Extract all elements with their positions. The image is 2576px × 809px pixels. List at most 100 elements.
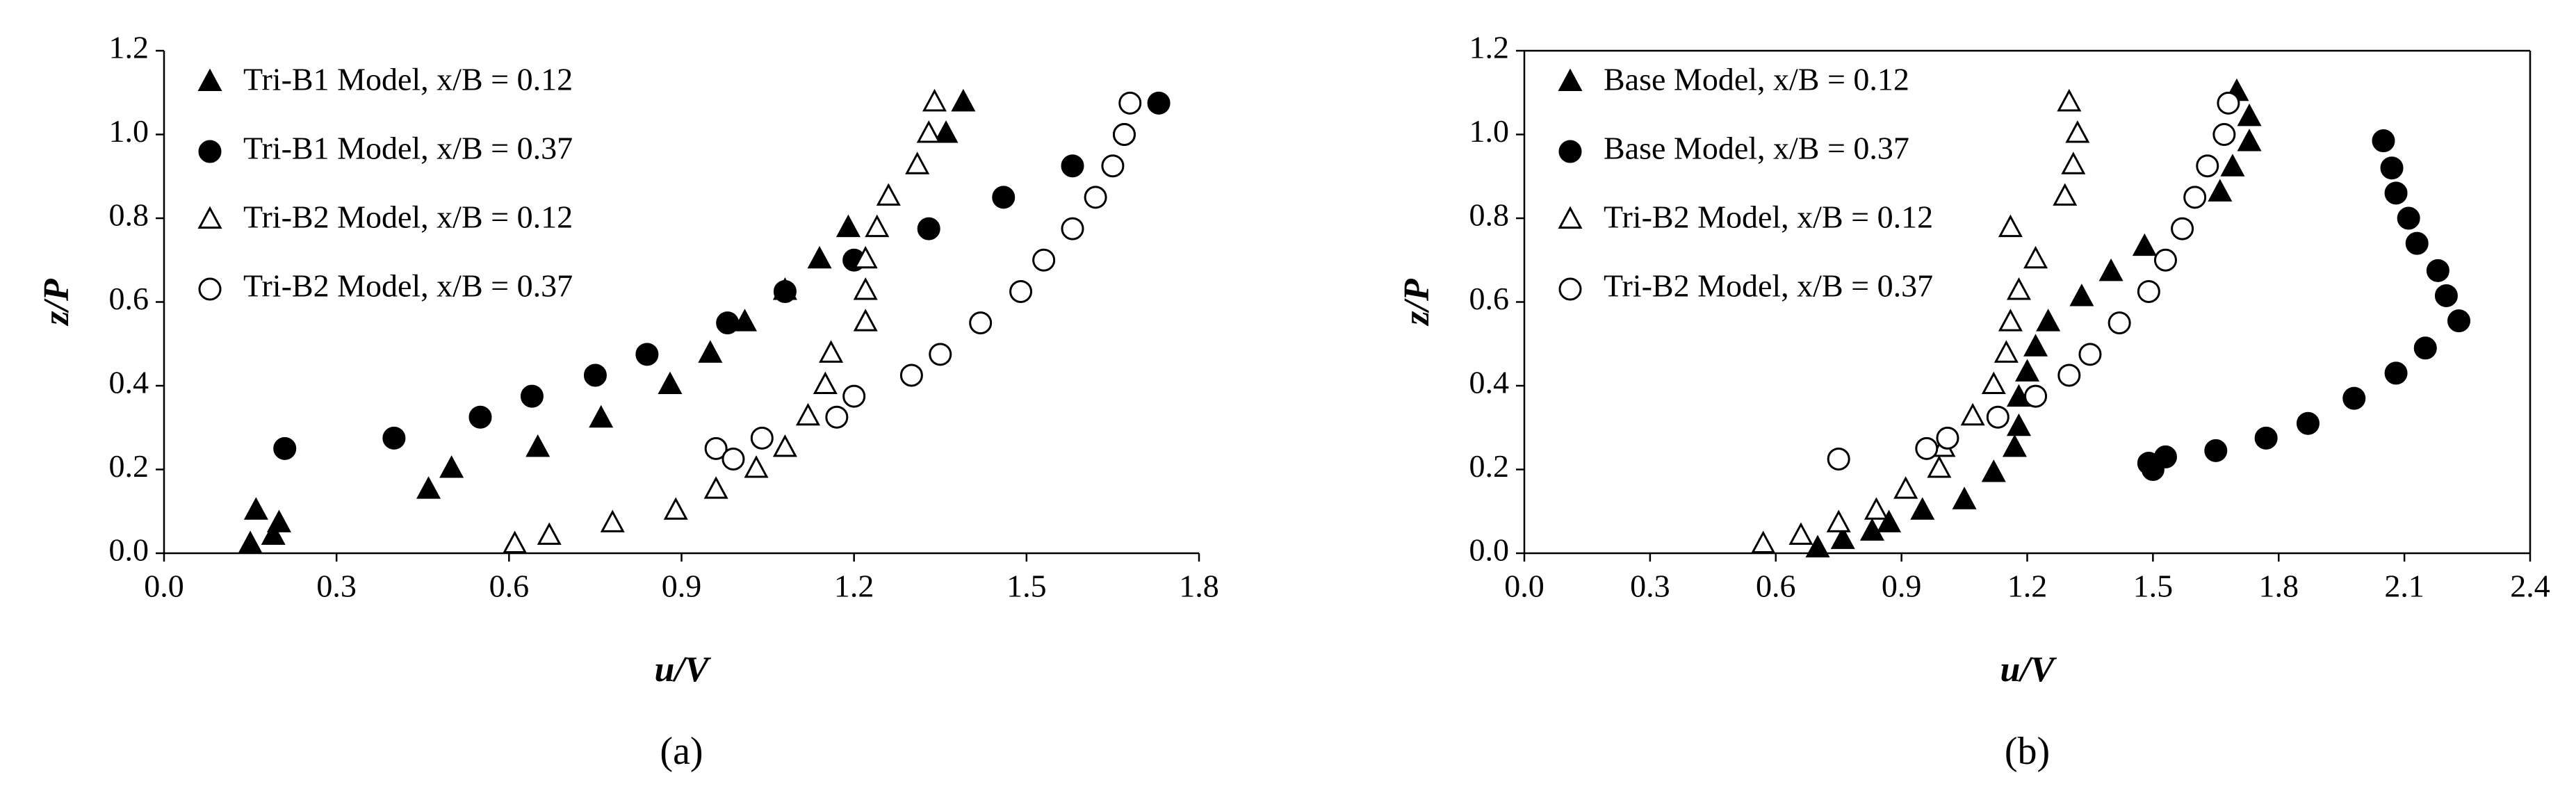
data-point: [1751, 530, 1776, 553]
data-point: [2384, 181, 2408, 205]
data-point: [813, 371, 838, 394]
legend-marker: [1558, 140, 1582, 163]
y-tick-label: 0.2: [1469, 448, 1510, 484]
data-point: [732, 309, 758, 332]
x-tick-label: 0.0: [144, 569, 184, 604]
y-tick-label: 0.8: [1469, 197, 1510, 233]
data-point: [1960, 402, 1985, 426]
data-point: [1118, 91, 1142, 115]
data-point: [2057, 88, 2082, 112]
data-point: [951, 88, 976, 112]
data-point: [1927, 455, 1952, 478]
data-point: [583, 363, 607, 387]
data-point: [1009, 279, 1033, 303]
data-point: [1936, 426, 1959, 450]
legend-marker: [198, 140, 222, 163]
data-point: [2023, 245, 2048, 269]
data-point: [2153, 248, 2177, 272]
data-point: [266, 509, 291, 532]
data-point: [2002, 434, 2027, 457]
data-point: [1827, 447, 1850, 471]
data-point: [934, 120, 959, 143]
data-point: [716, 311, 740, 335]
data-point: [600, 509, 625, 532]
data-point: [2132, 233, 2157, 256]
x-tick-label: 1.8: [1179, 569, 1219, 604]
legend-text: Base Model, x/B = 0.37: [1604, 131, 1909, 166]
data-point: [261, 522, 286, 545]
data-point: [2137, 279, 2160, 303]
data-point: [2342, 386, 2366, 410]
legend-text: Tri-B2 Model, x/B = 0.12: [243, 199, 573, 235]
data-point: [589, 404, 614, 428]
data-point: [1864, 497, 1889, 520]
legend-marker: [198, 277, 222, 301]
data-point: [853, 277, 878, 300]
data-point: [772, 434, 797, 457]
legend-marker: [1558, 277, 1582, 301]
data-point: [1112, 123, 1136, 146]
data-point: [2237, 129, 2262, 152]
data-point: [2237, 103, 2262, 126]
data-point: [1061, 217, 1084, 240]
data-point: [698, 340, 723, 363]
data-point: [537, 522, 562, 545]
data-point: [2426, 259, 2449, 282]
legend-text: Tri-B2 Model, x/B = 0.12: [1604, 199, 1933, 235]
data-point: [2023, 334, 2048, 357]
data-point: [2065, 120, 2090, 143]
data-point: [2183, 186, 2207, 209]
data-point: [773, 279, 797, 303]
data-point: [2171, 217, 2194, 240]
data-point: [382, 426, 406, 450]
data-point: [750, 426, 774, 450]
legend-marker: [197, 206, 222, 229]
x-tick-label: 0.3: [1630, 569, 1670, 604]
data-point: [2006, 413, 2031, 436]
data-point: [2397, 206, 2420, 230]
data-point: [1893, 476, 1918, 499]
x-tick-label: 2.4: [2510, 569, 2550, 604]
legend-marker: [197, 68, 222, 91]
panel-label: (a): [660, 730, 703, 773]
data-point: [853, 309, 878, 332]
data-point: [2108, 311, 2131, 335]
y-tick-label: 0.8: [109, 197, 149, 233]
data-point: [1952, 487, 1977, 509]
data-point: [468, 405, 492, 429]
data-point: [899, 363, 923, 387]
data-point: [2196, 154, 2219, 178]
data-point: [1830, 526, 1855, 549]
legend-marker: [1558, 206, 1583, 229]
y-axis-title: z/P: [1397, 278, 1437, 327]
data-point: [1147, 91, 1171, 115]
x-tick-label: 1.5: [1006, 569, 1047, 604]
data-point: [835, 214, 861, 238]
data-point: [819, 340, 844, 363]
data-point: [2447, 309, 2471, 333]
data-point: [722, 447, 745, 471]
data-point: [1032, 248, 1056, 272]
x-tick-label: 0.9: [1882, 569, 1922, 604]
chart: 0.0 0.3 0.6 0.9 1.2 1.5 1.8 0.0 0.2 0.4 0.6 0.8 1.0 1…: [37, 30, 1219, 773]
data-point: [969, 311, 993, 335]
data-point: [1998, 214, 2023, 238]
legend-text: Tri-B1 Model, x/B = 0.37: [243, 131, 573, 166]
data-point: [2217, 91, 2240, 115]
data-point: [807, 245, 832, 269]
y-tick-label: 0.0: [1469, 532, 1510, 568]
data-point: [905, 152, 930, 174]
data-point: [663, 497, 688, 520]
x-tick-label: 1.2: [2007, 569, 2048, 604]
data-point: [2254, 426, 2278, 450]
y-tick-label: 0.6: [1469, 281, 1510, 316]
data-point: [2078, 343, 2102, 366]
data-point: [1061, 154, 1084, 178]
data-point: [2208, 179, 2233, 202]
data-point: [635, 343, 659, 366]
data-point: [929, 343, 952, 366]
data-point: [2372, 129, 2395, 153]
data-point: [876, 183, 901, 206]
data-point: [520, 384, 544, 408]
